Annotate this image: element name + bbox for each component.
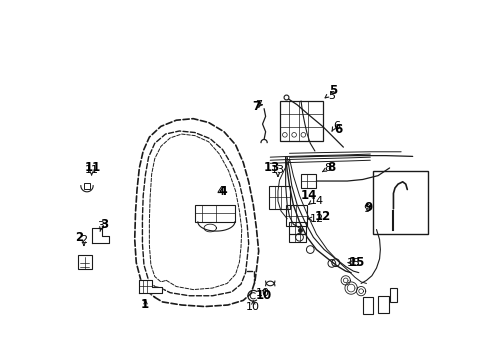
Text: 3: 3 xyxy=(100,218,108,231)
Text: 14: 14 xyxy=(300,189,316,202)
Text: 2: 2 xyxy=(75,231,83,244)
Text: 12: 12 xyxy=(314,210,330,223)
Text: 12: 12 xyxy=(309,214,323,224)
Bar xyxy=(372,171,427,234)
Bar xyxy=(268,186,290,209)
Bar xyxy=(389,288,396,302)
Text: 5: 5 xyxy=(328,85,337,98)
Bar xyxy=(285,205,306,226)
Text: 6: 6 xyxy=(333,123,342,136)
Text: 1: 1 xyxy=(142,300,149,310)
Text: 8: 8 xyxy=(327,161,335,175)
Text: 4: 4 xyxy=(216,185,224,198)
Bar xyxy=(301,174,316,188)
Polygon shape xyxy=(139,280,162,293)
Text: 7: 7 xyxy=(252,100,260,113)
Text: 6: 6 xyxy=(332,121,339,131)
Bar xyxy=(78,255,91,269)
Text: 9: 9 xyxy=(363,204,370,214)
Text: 3: 3 xyxy=(97,221,104,231)
Bar xyxy=(84,183,90,189)
Bar xyxy=(289,234,306,242)
Text: 8: 8 xyxy=(324,163,331,173)
Text: 15: 15 xyxy=(346,258,360,267)
Text: 14: 14 xyxy=(309,196,323,206)
Text: 1: 1 xyxy=(141,298,148,311)
Text: 7: 7 xyxy=(255,100,262,110)
Text: 2: 2 xyxy=(80,235,87,244)
Text: 13: 13 xyxy=(263,161,279,175)
Text: 4: 4 xyxy=(218,185,226,198)
Text: 11: 11 xyxy=(84,165,99,175)
Bar xyxy=(362,297,373,314)
Bar xyxy=(289,222,306,234)
Text: 11: 11 xyxy=(85,161,101,175)
Text: 10: 10 xyxy=(246,302,260,312)
Text: 10: 10 xyxy=(255,289,272,302)
Text: 10: 10 xyxy=(255,288,269,298)
Text: 13: 13 xyxy=(270,165,285,175)
Bar xyxy=(377,296,388,313)
Polygon shape xyxy=(91,228,108,243)
Text: 9: 9 xyxy=(364,201,372,214)
Bar xyxy=(280,101,322,141)
Text: 15: 15 xyxy=(347,256,364,269)
Text: 5: 5 xyxy=(327,91,335,100)
Bar xyxy=(194,205,234,222)
